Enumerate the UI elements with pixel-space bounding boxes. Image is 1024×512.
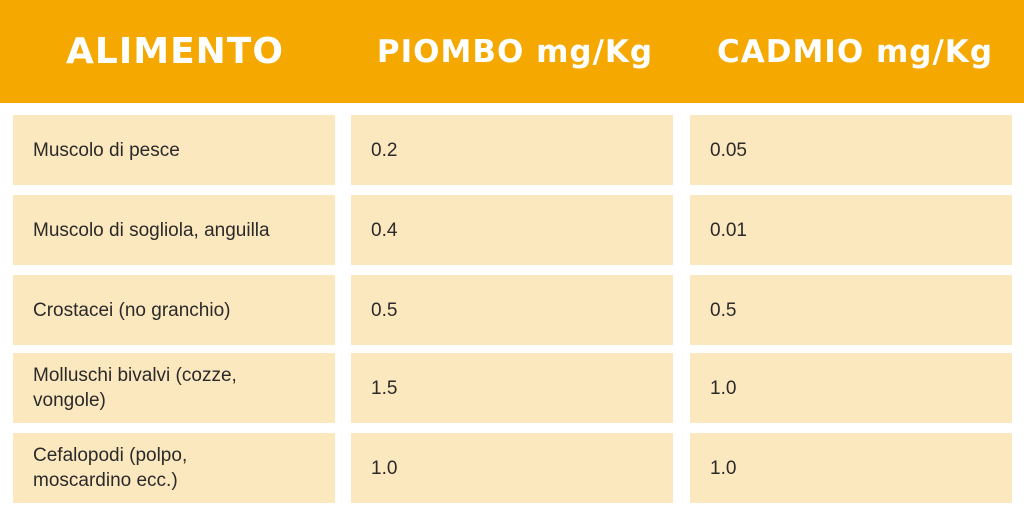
value-cell-text: 1.5	[371, 377, 398, 399]
header-bar: ALIMENTO PIOMBO mg/Kg CADMIO mg/Kg	[0, 0, 1024, 103]
value-cell: 0.05	[690, 115, 1012, 185]
food-cell: Cefalopodi (polpo, moscardino ecc.)	[13, 433, 335, 503]
value-cell-text: 0.05	[710, 139, 747, 161]
value-cell: 1.0	[351, 433, 673, 503]
column-header-text: CADMIO mg/Kg	[716, 33, 994, 70]
value-cell: 0.4	[351, 195, 673, 265]
column-header-text: ALIMENTO	[66, 31, 284, 72]
food-cell-text: Muscolo di pesce	[33, 139, 180, 161]
value-cell-text: 0.5	[371, 299, 398, 321]
value-cell-text: 1.0	[371, 457, 398, 479]
column-header: CADMIO mg/Kg	[690, 0, 1020, 103]
value-cell-text: 0.4	[371, 219, 398, 241]
value-cell-text: 0.5	[710, 299, 737, 321]
food-cell: Molluschi bivalvi (cozze, vongole)	[13, 353, 335, 423]
value-cell: 0.5	[690, 275, 1012, 345]
value-cell-text: 0.2	[371, 139, 398, 161]
value-cell-text: 1.0	[710, 457, 737, 479]
food-cell-text: Muscolo di sogliola, anguilla	[33, 219, 270, 241]
column-header: ALIMENTO	[20, 0, 330, 103]
value-cell: 0.2	[351, 115, 673, 185]
food-cell: Muscolo di pesce	[13, 115, 335, 185]
value-cell: 0.01	[690, 195, 1012, 265]
value-cell-text: 1.0	[710, 377, 737, 399]
value-cell: 1.0	[690, 433, 1012, 503]
value-cell: 1.5	[351, 353, 673, 423]
food-cell-text: Molluschi bivalvi (cozze, vongole)	[33, 365, 237, 411]
food-cell-text: Crostacei (no granchio)	[33, 299, 231, 321]
food-cell: Crostacei (no granchio)	[13, 275, 335, 345]
value-cell-text: 0.01	[710, 219, 747, 241]
column-header: PIOMBO mg/Kg	[350, 0, 680, 103]
value-cell: 0.5	[351, 275, 673, 345]
food-cell-text: Cefalopodi (polpo, moscardino ecc.)	[33, 445, 188, 491]
food-cell: Muscolo di sogliola, anguilla	[13, 195, 335, 265]
column-header-text: PIOMBO mg/Kg	[376, 33, 654, 70]
value-cell: 1.0	[690, 353, 1012, 423]
